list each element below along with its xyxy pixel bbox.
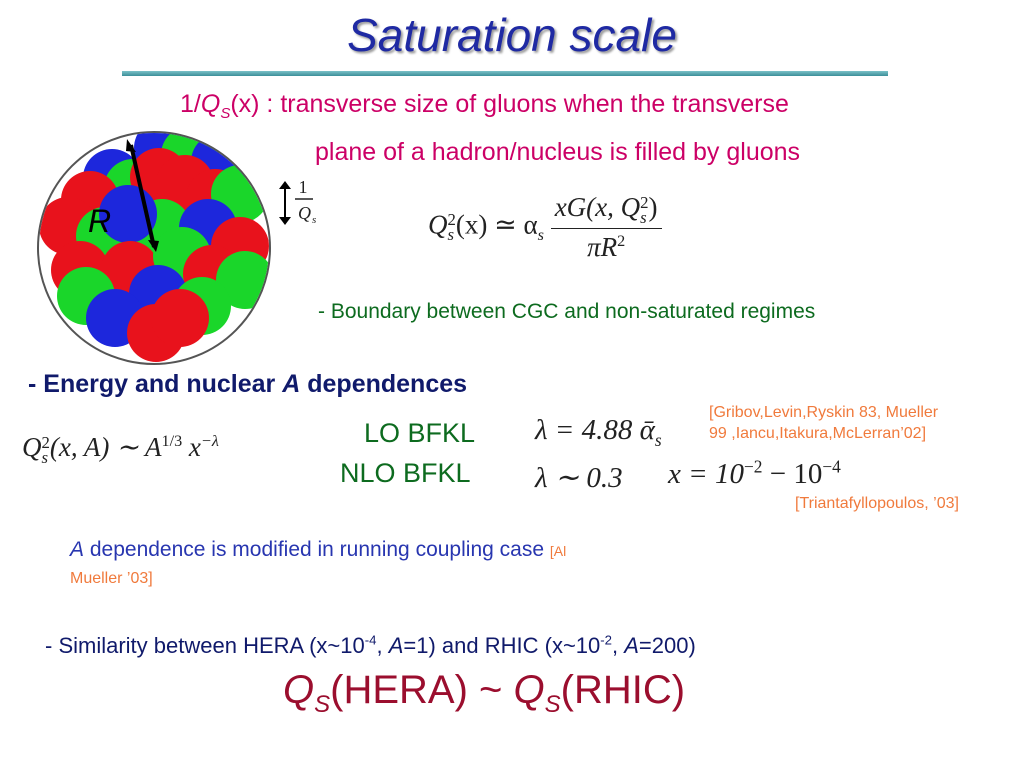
title-underline (122, 71, 888, 76)
scaling-arg: (x, A) ∼ A (49, 432, 162, 462)
lo-bfkl-formula-sub: s (654, 429, 662, 450)
energy-heading: - Energy and nuclear A dependences (28, 370, 467, 399)
scaling-x-exp: −λ (200, 432, 219, 450)
scaling-lhs: Q (22, 432, 42, 462)
nlo-range-exp2: −4 (822, 456, 841, 477)
similarity-t3: =1) and RHIC (x~10 (403, 633, 601, 658)
nlo-bfkl-formula: λ ∼ 0.3 (535, 460, 623, 495)
definition-x-arg: (x) (230, 90, 260, 118)
nlo-bfkl-formula-text: λ ∼ 0.3 (535, 462, 623, 494)
scaling-lhs-sub: s (41, 447, 49, 467)
size-marker-numerator: 1 (299, 177, 308, 197)
lo-bfkl-formula-text: λ = 4.88 ᾱ (535, 414, 655, 446)
radius-arrow-head-top (126, 139, 136, 152)
comparison-s2: S (544, 691, 561, 718)
similarity-a2: A (624, 633, 639, 658)
reference-mueller-line1: [Al (549, 543, 567, 559)
similarity-e2: -2 (600, 632, 612, 648)
reference-mueller-line2: Mueller ’03] (70, 570, 153, 587)
similarity-t1: - Similarity between HERA (x~10 (45, 633, 365, 658)
similarity-t4: , (612, 633, 625, 658)
comparison-rhic: (RHIC) (560, 668, 686, 712)
lo-bfkl-formula: λ = 4.88 ᾱs (535, 414, 662, 450)
similarity-a1: A (388, 633, 404, 658)
reference-gribov-line2: 99 ,Iancu,Itakura,McLerran’02] (709, 425, 927, 442)
energy-heading-prefix: - Energy and nuclear (28, 370, 283, 398)
formula-lhs-arg: (x) ≃ α (455, 209, 538, 240)
energy-heading-suffix: dependences (300, 370, 468, 398)
radius-label: R (88, 203, 111, 239)
nlo-range-mid: − 10 (762, 458, 823, 490)
nlo-range-exp1: −2 (743, 456, 763, 477)
radius-arrow-line (129, 144, 156, 248)
similarity-e1: -4 (364, 632, 377, 648)
formula-numerator-text: xG(x, Q (554, 192, 641, 222)
comparison-q2: Q (513, 668, 545, 712)
comparison-hera: (HERA) ~ (330, 668, 514, 712)
gluon-ball (151, 289, 209, 347)
nucleus-figure: R 1 Q s (37, 131, 316, 365)
energy-heading-italic: A (282, 370, 301, 398)
formula-numerator-sup: 2 (640, 192, 649, 212)
similarity-t5: =200) (638, 633, 696, 658)
radius-arrow-head-bottom (148, 240, 159, 252)
size-marker-denominator: Q (298, 203, 311, 223)
reference-gribov-line1: [Gribov,Levin,Ryskin 83, Mueller (709, 404, 939, 421)
definition-prefix: 1/ (180, 90, 201, 118)
similarity-t2: , (376, 633, 389, 658)
reference-triantafyllopoulos: [Triantafyllopoulos, ’03] (795, 495, 959, 512)
reference-gribov: [Gribov,Levin,Ryskin 83, Mueller 99 ,Ian… (709, 402, 938, 444)
definition-line-2: plane of a hadron/nucleus is filled by g… (315, 138, 801, 166)
similarity-line: - Similarity between HERA (x~10-4, A=1) … (45, 633, 696, 659)
scaling-a-exp: 1/3 (161, 432, 183, 450)
scaling-lhs-sup: 2 (41, 432, 50, 452)
size-marker-subscript: s (312, 214, 316, 226)
boundary-note: - Boundary between CGC and non-saturated… (318, 300, 816, 323)
comparison-q1: Q (283, 668, 315, 712)
nlo-bfkl-label: NLO BFKL (340, 458, 471, 488)
scaling-x: x (182, 432, 201, 462)
formula-denominator: πR2 (583, 229, 629, 263)
formula-numerator: xG(x, Q 2 s) (550, 192, 662, 229)
formula-alpha-sub: s (537, 226, 544, 245)
qs-comparison: QS(HERA) ~ QS(RHIC) (283, 668, 686, 717)
running-coupling-text: dependence is modified in running coupli… (84, 538, 550, 561)
size-marker-head-bottom (279, 217, 291, 225)
formula-main: Q 2 s (x) ≃ αs xG(x, Q 2 s) πR2 (428, 192, 662, 263)
formula-numerator-close: ) (648, 192, 658, 222)
size-marker-head-top (279, 181, 291, 189)
formula-fraction: xG(x, Q 2 s) πR2 (550, 192, 662, 263)
slide-title: Saturation scale (347, 9, 677, 61)
definition-q: Q (200, 90, 221, 118)
running-coupling-note: A dependence is modified in running coup… (70, 538, 566, 562)
comparison-s1: S (314, 691, 331, 718)
gluon-balls (37, 131, 271, 365)
formula-numerator-sub: s (640, 207, 647, 227)
scaling-formula: Q 2 s (x, A) ∼ A1/3 x−λ (22, 432, 219, 467)
lo-bfkl-label: LO BFKL (364, 418, 476, 448)
formula-lhs-sub: s (447, 225, 455, 245)
formula-lhs-sup: 2 (447, 210, 456, 230)
definition-q-sub: S (220, 105, 231, 122)
formula-denominator-text: πR (587, 231, 618, 262)
formula-lhs: Q (428, 209, 448, 240)
definition-line-1: 1/QS(x) : transverse size of gluons when… (180, 90, 789, 122)
running-coupling-italic: A (70, 538, 85, 561)
definition-line1-rest: : transverse size of gluons when the tra… (259, 90, 789, 118)
nlo-range-lhs: x = 10 (668, 458, 744, 490)
nlo-bfkl-range: x = 10−2 − 10−4 (668, 458, 841, 491)
formula-denominator-sup: 2 (617, 231, 626, 250)
